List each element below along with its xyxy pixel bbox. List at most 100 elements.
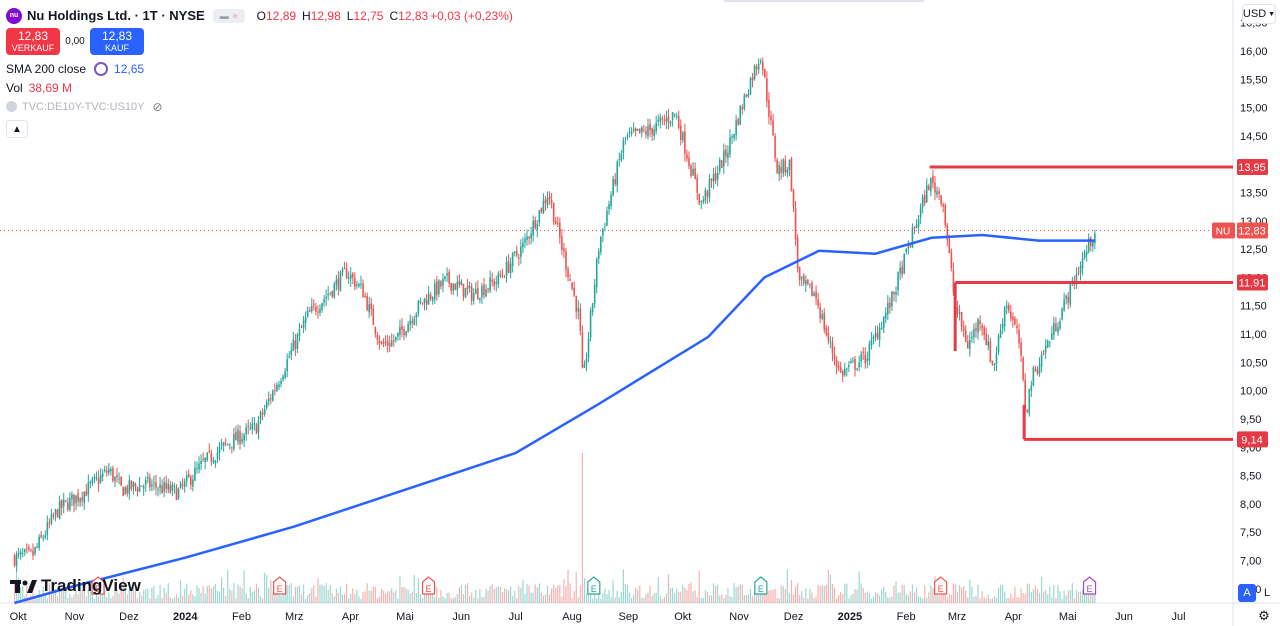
volume-bar xyxy=(926,597,928,603)
volume-bar xyxy=(758,586,760,603)
candle-body xyxy=(149,477,151,488)
x-tick-label: Mrz xyxy=(948,611,966,623)
log-scale-button[interactable]: L xyxy=(1263,587,1271,599)
candle-body xyxy=(868,344,871,361)
volume-bar xyxy=(368,590,370,603)
volume-bar xyxy=(276,592,278,603)
volume-bar xyxy=(56,596,59,603)
candle-body xyxy=(267,398,270,402)
candle-body xyxy=(87,482,90,495)
volume-bar xyxy=(489,585,491,603)
volume-bar xyxy=(26,586,28,603)
x-tick-label: Feb xyxy=(897,611,916,623)
buy-button[interactable]: 12,83 KAUF xyxy=(90,28,144,55)
candle-body xyxy=(85,491,88,496)
candle-body xyxy=(397,332,399,337)
settings-gear-icon[interactable]: ⚙ xyxy=(1258,608,1270,623)
candle-body xyxy=(677,116,680,128)
volume-bar xyxy=(823,585,825,603)
volume-bar xyxy=(69,594,71,603)
candle-body xyxy=(58,500,61,519)
collapse-legend-button[interactable]: ▲ xyxy=(6,120,28,138)
candle-body xyxy=(421,302,424,304)
symbol-title[interactable]: Nu Holdings Ltd. · 1T · NYSE xyxy=(27,8,205,23)
volume-bar xyxy=(231,590,233,603)
volume-bar xyxy=(792,594,795,603)
candle-body xyxy=(1028,388,1031,414)
volume-bar xyxy=(255,583,258,603)
candle-body xyxy=(339,272,342,292)
volume-label: Vol xyxy=(6,80,23,95)
volume-row[interactable]: Vol 38,69 M xyxy=(6,78,515,97)
candle-body xyxy=(450,282,452,291)
y-tick-label: 14,50 xyxy=(1240,131,1268,143)
candle-body xyxy=(969,339,971,350)
volume-bar xyxy=(59,587,61,603)
sma-row[interactable]: SMA 200 close 12,65 xyxy=(6,59,515,78)
candle-body xyxy=(872,337,875,340)
candle-body xyxy=(887,302,889,315)
candle-body xyxy=(472,293,475,301)
candle-body xyxy=(1001,324,1004,329)
candle-body xyxy=(1030,385,1033,391)
volume-bar xyxy=(874,592,877,603)
candle-body xyxy=(69,497,71,510)
volume-bar xyxy=(671,587,674,603)
candle-body xyxy=(993,364,996,366)
candle-body xyxy=(550,200,553,203)
candle-body xyxy=(77,493,79,502)
sell-button[interactable]: 12,83 VERKAUF xyxy=(6,28,60,55)
volume-bar xyxy=(1032,589,1034,603)
candle-body xyxy=(454,283,457,291)
volume-bar xyxy=(294,586,296,603)
candle-body xyxy=(444,276,446,279)
candle-body xyxy=(216,452,219,460)
candle-body xyxy=(915,225,918,228)
volume-bar xyxy=(50,591,53,603)
currency-selector[interactable]: USD ▼ xyxy=(1242,4,1276,24)
candle-body xyxy=(837,366,840,368)
candle-body xyxy=(802,275,805,284)
volume-bar xyxy=(483,596,485,603)
candle-body xyxy=(1069,282,1072,305)
candle-body xyxy=(144,480,147,486)
candle-body xyxy=(204,457,206,462)
compare-row[interactable]: TVC:DE10Y-TVC:US10Y ⊘ xyxy=(6,97,515,116)
volume-bar xyxy=(1008,598,1010,603)
volume-bar xyxy=(264,572,266,603)
candle-body xyxy=(501,275,504,277)
candle-body xyxy=(302,320,305,328)
candle-body xyxy=(345,268,348,279)
eye-hidden-icon[interactable]: ⊘ xyxy=(152,99,163,114)
volume-bar xyxy=(852,593,854,603)
volume-bar xyxy=(120,590,122,603)
volume-bar xyxy=(985,598,987,603)
volume-bar xyxy=(665,593,668,603)
volume-bar xyxy=(659,595,661,603)
candle-body xyxy=(269,398,272,400)
candle-body xyxy=(247,425,250,427)
volume-bar xyxy=(893,585,895,603)
x-tick-label: Sep xyxy=(619,611,639,623)
volume-bar xyxy=(446,592,448,603)
volume-bar xyxy=(954,584,957,603)
auto-scale-button[interactable]: A xyxy=(1238,584,1256,602)
market-status-button[interactable]: ▬ ≈ xyxy=(212,8,245,23)
candle-body xyxy=(930,177,932,192)
candle-body xyxy=(448,271,450,284)
volume-bar xyxy=(885,591,887,603)
volume-bar xyxy=(1024,594,1026,603)
volume-bar xyxy=(577,597,579,603)
volume-bar xyxy=(1014,586,1016,603)
volume-bar xyxy=(249,587,251,603)
volume-bar xyxy=(1075,590,1078,603)
volume-bar xyxy=(780,585,782,603)
candle-body xyxy=(1005,305,1008,308)
candle-body xyxy=(934,182,936,193)
candle-body xyxy=(310,305,313,312)
tradingview-logo[interactable]: TradingView xyxy=(10,576,141,596)
candle-body xyxy=(700,201,703,203)
candle-body xyxy=(214,460,217,463)
volume-bar xyxy=(981,591,983,603)
candle-body xyxy=(846,368,848,370)
